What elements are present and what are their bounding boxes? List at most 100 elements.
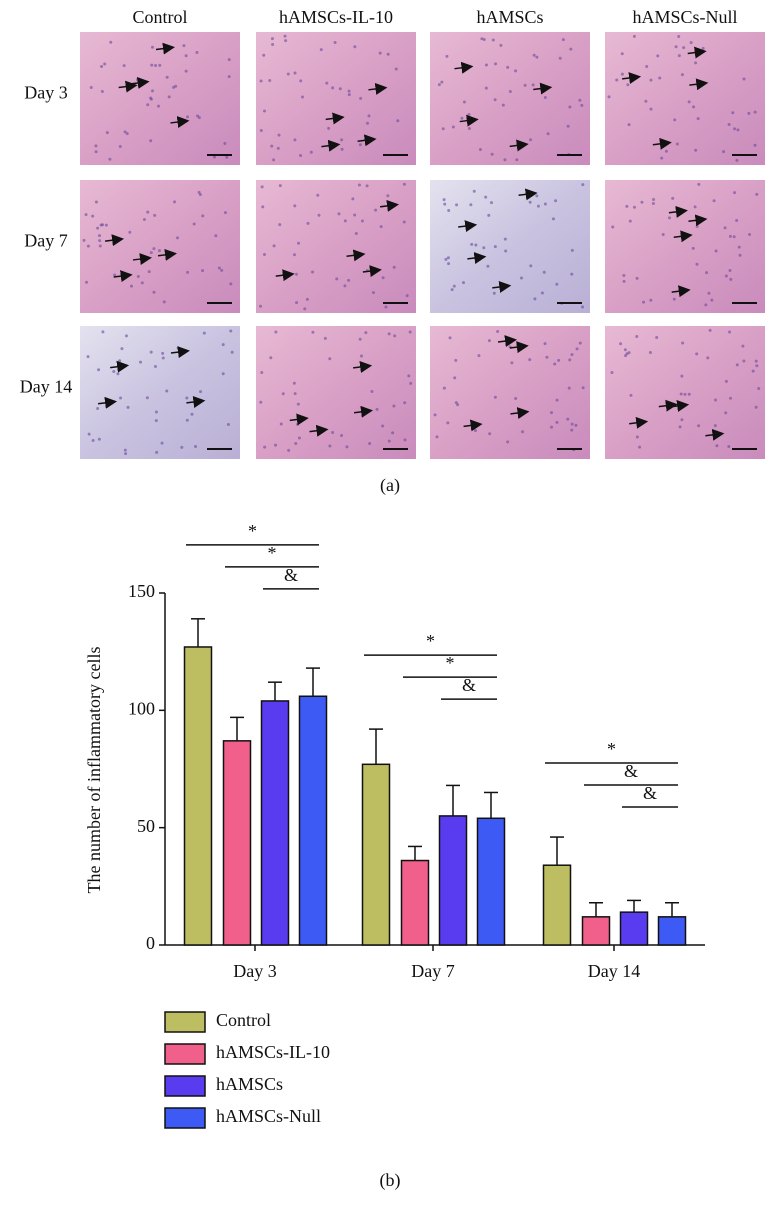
cell-nucleus xyxy=(331,430,335,434)
y-tick-label: 0 xyxy=(146,933,155,953)
cell-nucleus xyxy=(543,342,547,346)
cell-nucleus xyxy=(607,95,611,99)
cell-nucleus xyxy=(337,212,341,216)
significance-mark: * xyxy=(426,631,435,651)
cell-nucleus xyxy=(622,279,626,283)
cell-nucleus xyxy=(194,444,198,448)
cell-nucleus xyxy=(270,144,274,148)
cell-nucleus xyxy=(317,213,321,217)
cell-nucleus xyxy=(570,422,574,426)
cell-nucleus xyxy=(723,226,727,230)
cell-nucleus xyxy=(140,281,144,285)
cell-nucleus xyxy=(287,448,291,452)
cell-nucleus xyxy=(294,441,298,445)
cell-nucleus xyxy=(755,364,759,368)
cell-nucleus xyxy=(558,56,562,60)
cell-nucleus xyxy=(660,156,664,160)
cell-nucleus xyxy=(581,183,585,187)
cell-nucleus xyxy=(198,192,202,196)
cell-nucleus xyxy=(146,210,150,214)
row-label: Day 14 xyxy=(20,377,73,397)
arrow xyxy=(132,253,152,266)
cell-nucleus xyxy=(649,107,653,111)
cell-nucleus xyxy=(87,432,91,436)
cell-nucleus xyxy=(259,304,263,308)
arrow xyxy=(325,112,345,125)
cell-nucleus xyxy=(704,303,708,307)
arrow xyxy=(509,139,529,152)
arrow xyxy=(368,82,388,95)
cell-nucleus xyxy=(94,144,98,148)
cell-nucleus xyxy=(694,61,698,65)
cell-nucleus xyxy=(455,203,459,207)
cell-nucleus xyxy=(195,50,199,54)
cell-nucleus xyxy=(655,336,659,340)
cell-nucleus xyxy=(470,242,474,246)
cell-nucleus xyxy=(351,197,355,201)
cell-nucleus xyxy=(488,432,492,436)
bar xyxy=(438,815,468,946)
significance-mark: & xyxy=(624,761,638,781)
cell-nucleus xyxy=(225,155,229,159)
cell-nucleus xyxy=(98,239,102,243)
cell-nucleus xyxy=(462,100,466,104)
cell-nucleus xyxy=(99,223,103,227)
cell-nucleus xyxy=(627,351,631,355)
cell-nucleus xyxy=(672,297,676,301)
cell-nucleus xyxy=(297,436,301,440)
cell-nucleus xyxy=(754,405,758,409)
histology-image xyxy=(605,326,765,459)
cell-nucleus xyxy=(620,72,624,76)
cell-nucleus xyxy=(149,350,153,354)
cell-nucleus xyxy=(444,257,448,261)
arrow xyxy=(497,335,518,348)
cell-nucleus xyxy=(311,330,315,334)
cell-nucleus xyxy=(274,330,278,334)
cell-nucleus xyxy=(149,139,153,143)
bar xyxy=(222,740,252,946)
cell-nucleus xyxy=(712,199,716,203)
cell-nucleus xyxy=(82,238,86,242)
cell-nucleus xyxy=(551,217,555,221)
arrow xyxy=(463,419,483,432)
cell-nucleus xyxy=(294,272,298,276)
cell-nucleus xyxy=(135,78,139,82)
histology-image xyxy=(430,32,590,165)
cell-nucleus xyxy=(284,39,288,43)
y-tick-label: 100 xyxy=(128,698,155,718)
cell-nucleus xyxy=(259,129,263,133)
cell-nucleus xyxy=(452,284,456,288)
cell-nucleus xyxy=(230,350,234,354)
cell-nucleus xyxy=(570,248,574,252)
cell-nucleus xyxy=(664,149,668,153)
legend-swatch xyxy=(164,1075,206,1097)
cell-nucleus xyxy=(196,114,200,118)
histology-image xyxy=(605,180,765,313)
cell-nucleus xyxy=(480,37,484,41)
cell-nucleus xyxy=(453,376,457,380)
cell-nucleus xyxy=(299,154,303,158)
cell-nucleus xyxy=(677,54,681,58)
cell-nucleus xyxy=(574,423,578,427)
cell-nucleus xyxy=(714,398,718,402)
cell-nucleus xyxy=(692,105,696,109)
cell-nucleus xyxy=(161,351,165,355)
caption-b: (b) xyxy=(380,1170,401,1191)
cell-nucleus xyxy=(622,273,626,277)
cell-nucleus xyxy=(482,246,486,250)
cell-nucleus xyxy=(506,440,510,444)
cell-nucleus xyxy=(84,213,88,217)
cell-nucleus xyxy=(733,127,737,131)
cell-nucleus xyxy=(340,138,344,142)
cell-nucleus xyxy=(162,300,166,304)
histology-grid xyxy=(80,32,765,459)
cell-nucleus xyxy=(299,79,303,83)
cell-nucleus xyxy=(503,237,507,241)
cell-nucleus xyxy=(635,435,639,439)
cell-nucleus xyxy=(152,290,156,294)
cell-nucleus xyxy=(293,204,297,208)
cell-nucleus xyxy=(521,430,525,434)
cell-nucleus xyxy=(295,301,299,305)
arrow xyxy=(459,114,479,127)
cell-nucleus xyxy=(116,372,120,376)
